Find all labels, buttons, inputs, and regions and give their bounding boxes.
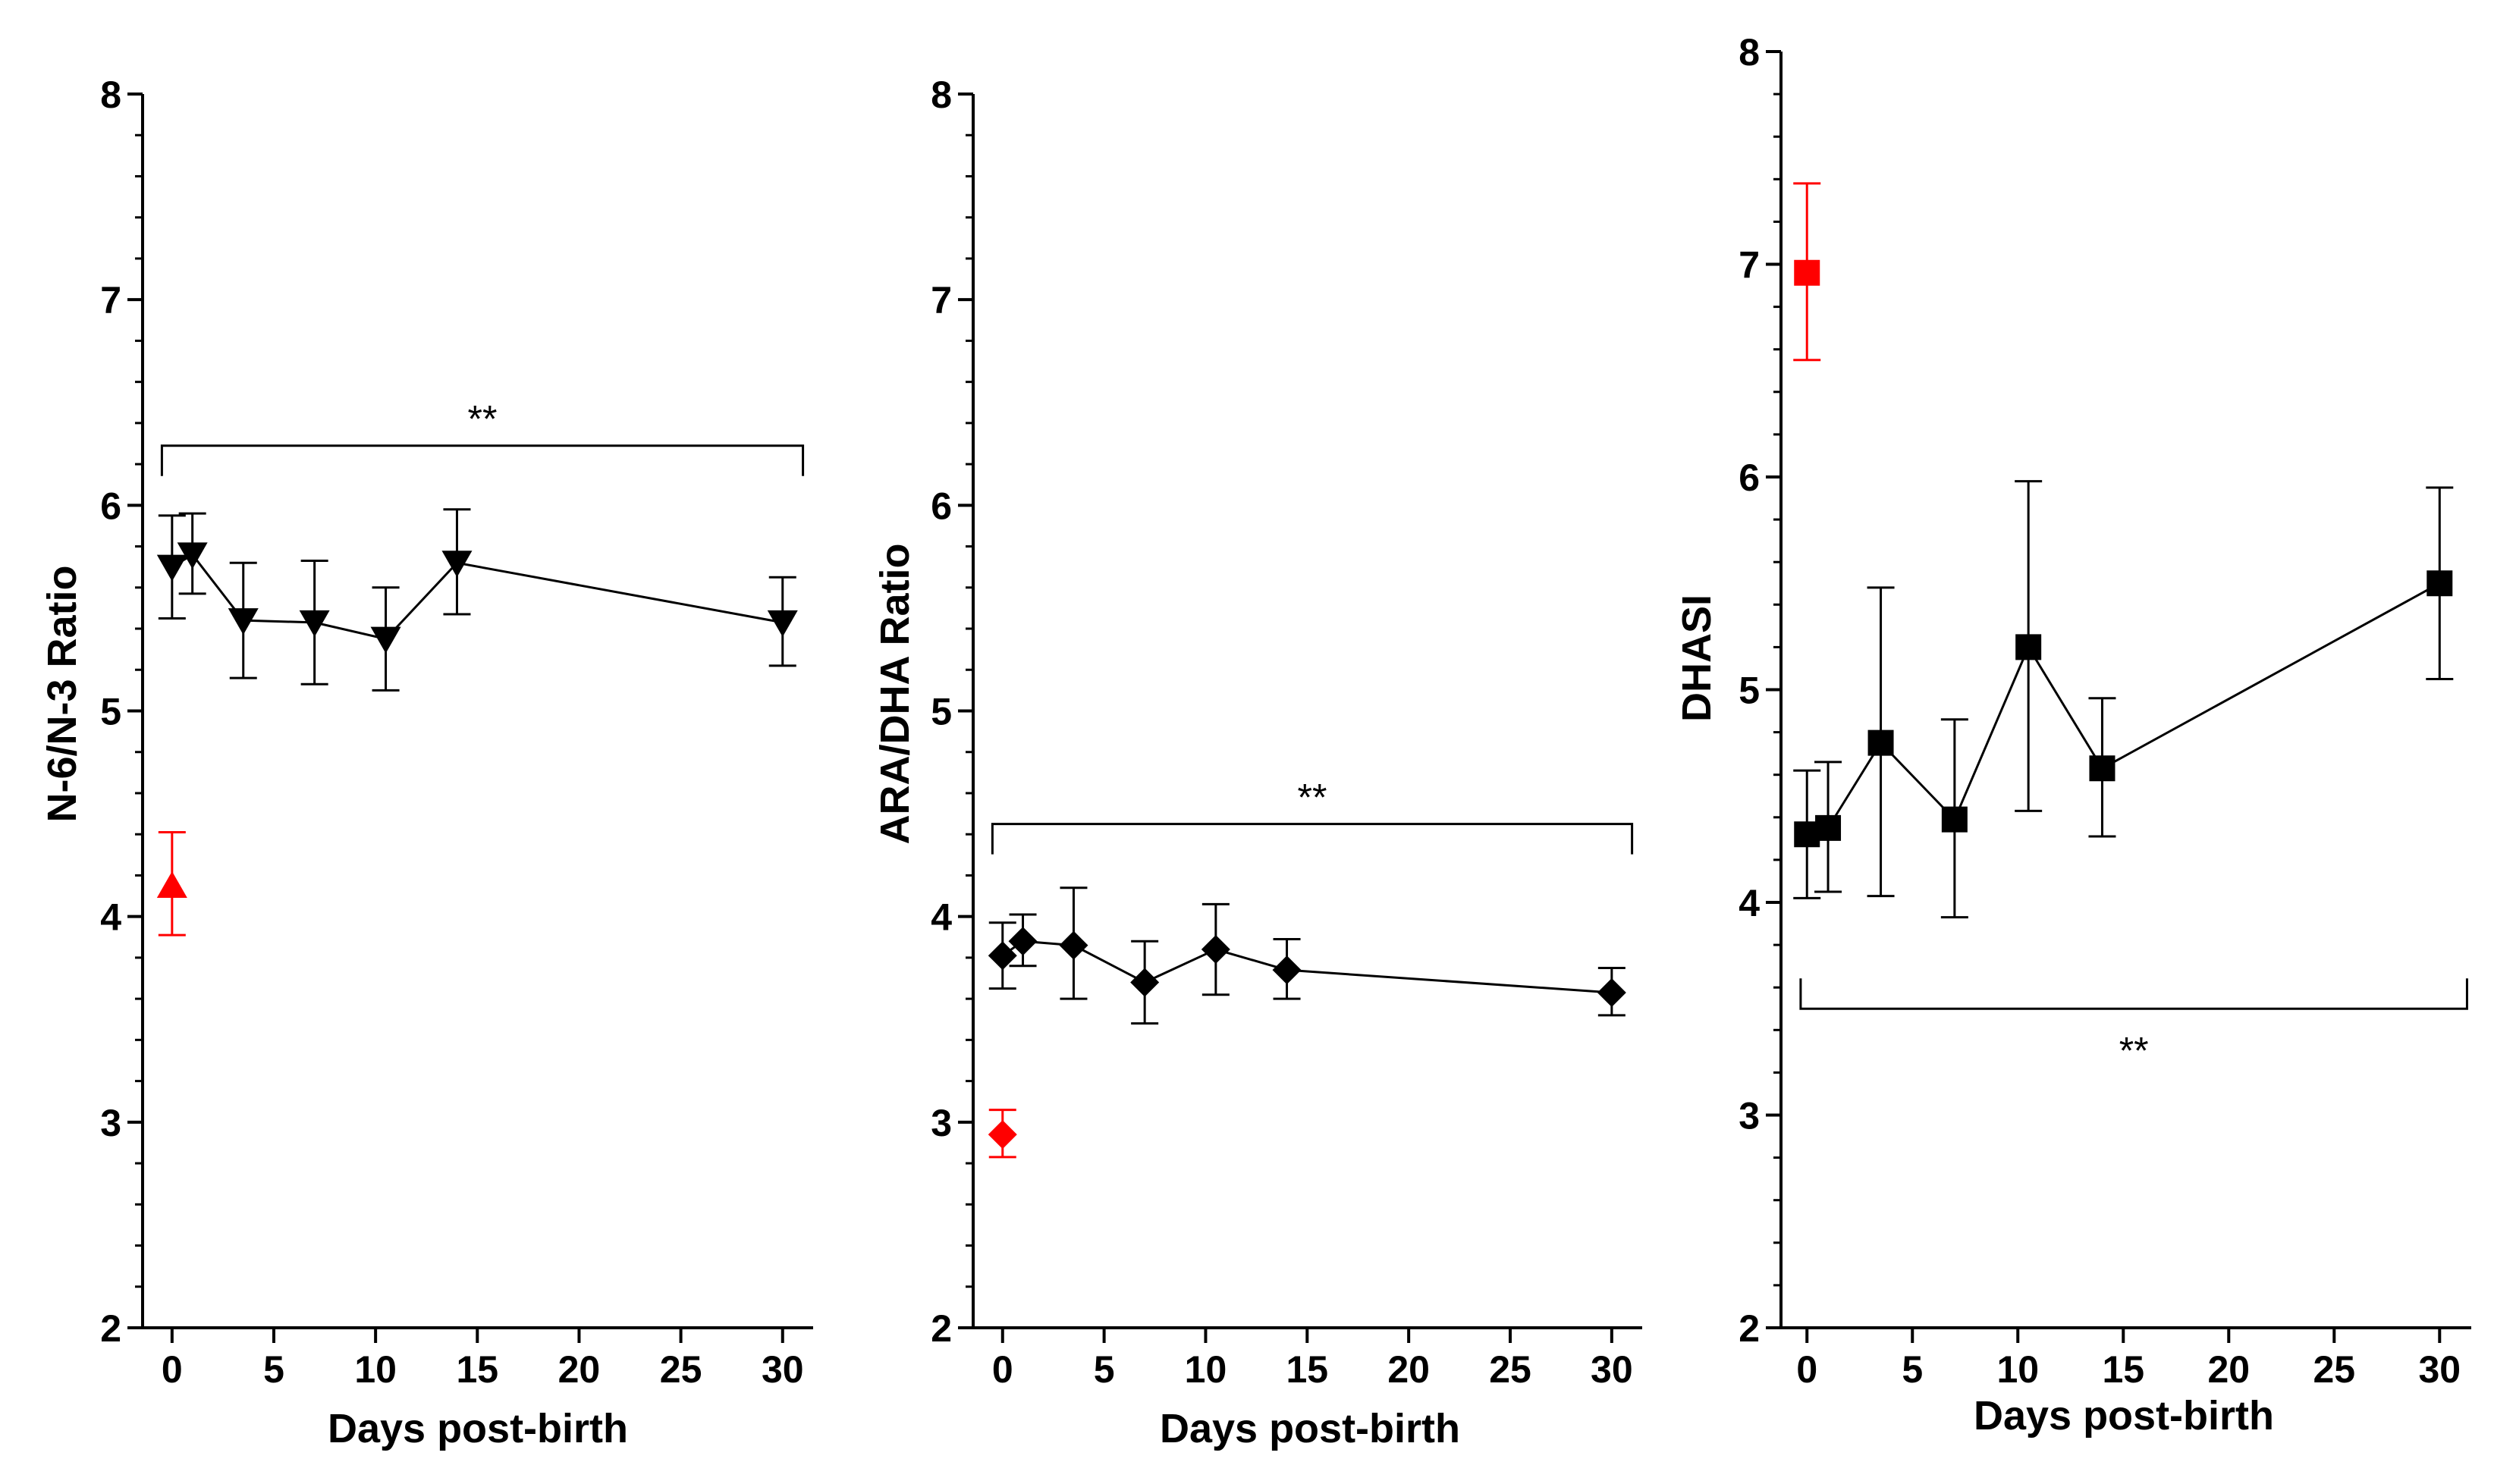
x-tick-label: 30 [762, 1348, 804, 1391]
data-point [1941, 806, 1968, 833]
significance-bracket [160, 444, 805, 476]
y-tick-label: 3 [1739, 1095, 1760, 1137]
x-axis-title: Days post-birth [328, 1406, 628, 1451]
x-tick-label: 25 [660, 1348, 702, 1391]
x-tick-label: 10 [354, 1348, 397, 1391]
data-point [988, 1120, 1017, 1150]
y-tick-label: 6 [100, 485, 121, 527]
data-point [299, 610, 330, 637]
x-tick-label: 25 [2313, 1348, 2355, 1391]
x-tick-label: 10 [1996, 1348, 2039, 1391]
data-point [1008, 927, 1038, 956]
data-point [1059, 930, 1088, 960]
data-marks-ara-dha [988, 886, 1626, 1159]
x-tick-label: 30 [1591, 1348, 1633, 1391]
x-tick-label: 20 [558, 1348, 601, 1391]
significance-label: ** [1298, 777, 1327, 819]
data-point [1815, 814, 1842, 841]
axes-dhasi: 2 3 4 5 6 7 8 0 5 10 15 20 25 30 ** [1739, 31, 2471, 1391]
data-point [156, 871, 187, 898]
x-tick-label: 0 [1796, 1348, 1817, 1391]
x-tick-label: 0 [162, 1348, 183, 1391]
data-point [2089, 755, 2116, 782]
data-marks-dhasi [1793, 182, 2454, 919]
y-tick-label: 2 [100, 1307, 121, 1350]
data-point [177, 542, 208, 569]
axes-n6-n3: 2 3 4 5 6 7 8 0 5 10 15 20 25 30 ** [100, 74, 813, 1391]
y-axis-title: ARA/DHA Ratio [872, 544, 918, 845]
data-point [2015, 634, 2042, 660]
y-tick-label: 4 [100, 896, 121, 939]
x-tick-label: 20 [1387, 1348, 1430, 1391]
y-tick-label: 8 [1739, 31, 1760, 74]
data-point [988, 941, 1017, 971]
y-tick-label: 4 [931, 896, 952, 939]
y-tick-label: 4 [1739, 882, 1760, 924]
data-point [1794, 821, 1820, 848]
y-tick-label: 6 [931, 485, 952, 527]
significance-bracket [1799, 978, 2468, 1010]
x-tick-label: 15 [456, 1348, 498, 1391]
data-point [1794, 259, 1820, 286]
data-point [1597, 977, 1626, 1007]
axes-ara-dha: 2 3 4 5 6 7 8 0 5 10 15 20 25 30 ** [931, 74, 1642, 1391]
x-tick-label: 25 [1489, 1348, 1531, 1391]
y-tick-label: 5 [1739, 670, 1760, 712]
y-tick-label: 3 [931, 1102, 952, 1144]
significance-bracket [991, 823, 1634, 855]
data-point [2426, 570, 2453, 597]
x-tick-label: 5 [263, 1348, 284, 1391]
y-axis-title: N-6/N-3 Ratio [39, 565, 85, 822]
x-axis-title: Days post-birth [1974, 1393, 2274, 1439]
x-tick-label: 20 [2207, 1348, 2250, 1391]
y-axis-title: DHASI [1674, 595, 1720, 722]
x-tick-label: 15 [1286, 1348, 1328, 1391]
significance-label: ** [468, 398, 498, 441]
y-tick-label: 7 [100, 279, 121, 322]
data-marks-n6-n3 [156, 508, 798, 937]
y-tick-label: 8 [931, 74, 952, 116]
data-point [1867, 729, 1894, 756]
chart-panel-n6-n3-ratio: 2 3 4 5 6 7 8 0 5 10 15 20 25 30 ** Days post-birth N-… [39, 74, 813, 1451]
data-point [1272, 955, 1302, 985]
y-tick-label: 6 [1739, 456, 1760, 499]
x-tick-label: 30 [2418, 1348, 2461, 1391]
y-tick-label: 5 [931, 691, 952, 733]
x-tick-label: 5 [1902, 1348, 1923, 1391]
chart-panel-dhasi: 2 3 4 5 6 7 8 0 5 10 15 20 25 30 ** Days post-birth DH… [1674, 31, 2471, 1439]
significance-label: ** [2119, 1029, 2149, 1071]
data-point [156, 554, 187, 582]
x-tick-label: 5 [1094, 1348, 1115, 1391]
chart-panel-ara-dha-ratio: 2 3 4 5 6 7 8 0 5 10 15 20 25 30 ** Days post-birth AR… [872, 74, 1642, 1451]
y-tick-label: 7 [1739, 244, 1760, 287]
data-point [370, 626, 401, 654]
data-point [441, 551, 473, 578]
y-tick-label: 3 [100, 1102, 121, 1144]
data-point [767, 610, 798, 637]
x-tick-label: 0 [992, 1348, 1013, 1391]
data-point [1201, 935, 1230, 965]
y-tick-label: 7 [931, 279, 952, 322]
data-point [1130, 968, 1160, 997]
x-axis-title: Days post-birth [1160, 1406, 1460, 1451]
x-tick-label: 10 [1185, 1348, 1227, 1391]
y-tick-label: 2 [1739, 1307, 1760, 1350]
x-tick-label: 15 [2102, 1348, 2144, 1391]
data-point [228, 608, 259, 635]
y-tick-label: 5 [100, 691, 121, 733]
y-tick-label: 2 [931, 1307, 952, 1350]
y-tick-label: 8 [100, 74, 121, 116]
